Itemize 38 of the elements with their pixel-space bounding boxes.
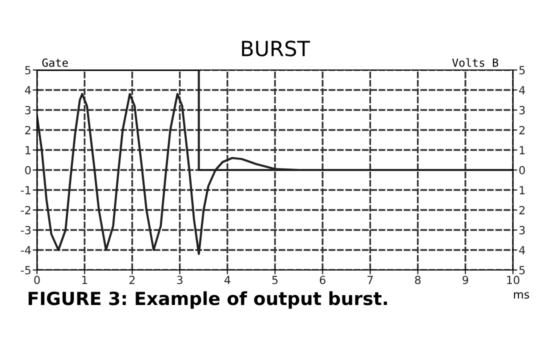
y2-tick-label: 1: [520, 186, 525, 194]
y2-tick-label: 1: [520, 146, 525, 154]
y-tick-label: 0: [25, 166, 31, 174]
y-tick-label: 5: [25, 66, 30, 74]
y2-tick-label: 3: [519, 226, 525, 234]
x-tick-label: 8: [415, 276, 421, 284]
x-tick-label: 7: [368, 276, 373, 284]
x-tick-label: 5: [272, 276, 278, 284]
y-tick-label: 1: [26, 146, 30, 154]
y2-tick-label: 2: [519, 206, 525, 214]
y2-tick-label: 5: [519, 266, 525, 274]
x-tick-label: 10: [507, 276, 520, 284]
y-tick-label: -1: [20, 186, 30, 194]
y2-tick-label: 4: [519, 246, 525, 254]
x-tick-label: 2: [129, 276, 135, 284]
y-tick-label: -5: [20, 266, 30, 274]
x-tick-label: 6: [320, 276, 326, 284]
y-tick-label: -4: [20, 246, 31, 254]
y-tick-label: 4: [24, 86, 31, 94]
chart-title: BURST: [242, 40, 310, 56]
y2-axis-title: Volts B: [452, 58, 498, 67]
y2-tick-label: 0: [519, 166, 525, 174]
y-tick-label: 2: [25, 126, 30, 134]
y2-tick-label: 4: [519, 86, 525, 94]
y2-tick-label: 2: [519, 126, 525, 134]
y-tick-label: -3: [20, 226, 31, 234]
x-tick-label: 4: [224, 276, 230, 284]
x-tick-label: 3: [177, 276, 182, 284]
caption: FIGURE 3: Example of output burst.: [28, 291, 387, 309]
y-tick-label: 3: [25, 106, 31, 114]
y-axis-title: Gate: [42, 58, 68, 67]
y-tick-label: -2: [20, 206, 30, 214]
x-axis-title: ms: [514, 292, 530, 299]
y2-tick-label: 3: [519, 106, 525, 114]
x-tick-label: 1: [82, 276, 88, 284]
x-tick-label: 9: [462, 276, 468, 284]
x-tick-label: 0: [34, 276, 40, 284]
y2-tick-label: 5: [519, 66, 525, 74]
